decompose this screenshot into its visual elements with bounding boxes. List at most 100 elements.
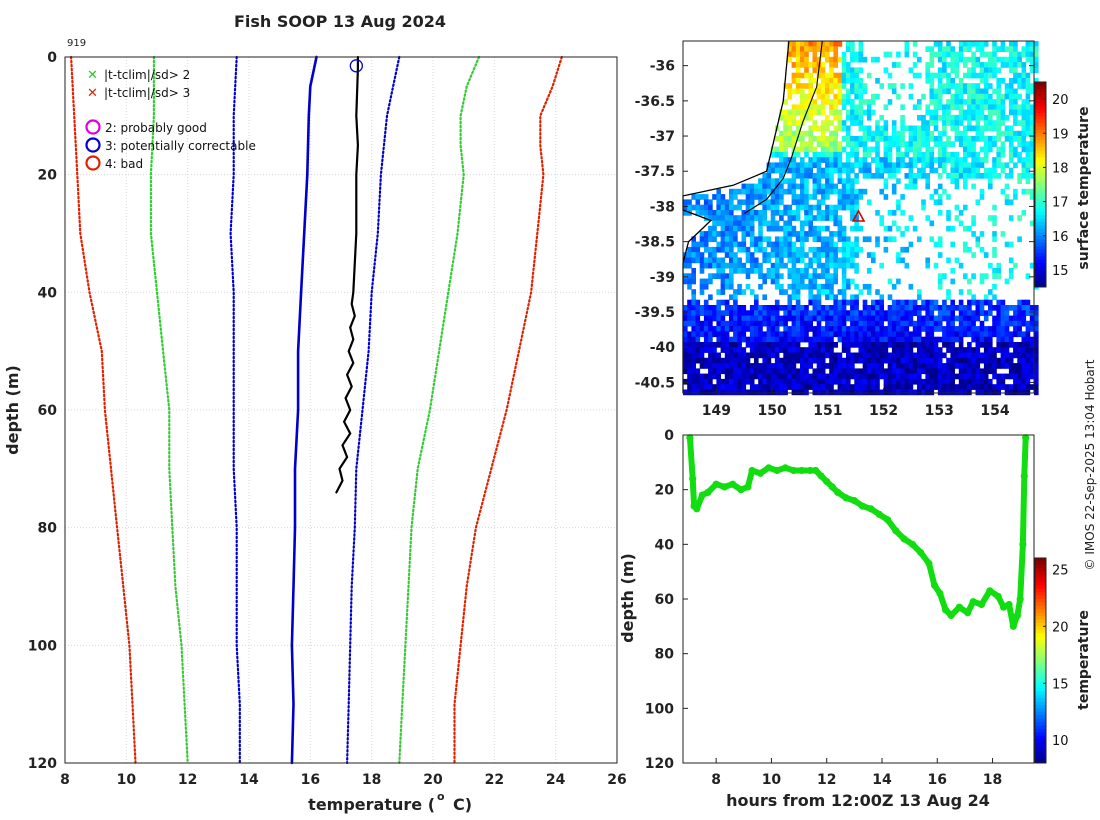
sst-cell [1029,384,1035,390]
sst-cell [858,352,864,359]
map-ytick-label: -39 [650,270,675,286]
sst-cell [1013,56,1018,63]
sst-cell [699,305,705,311]
sst-cell [841,273,847,279]
map-colorbar-tick-label: 16 [1052,230,1069,245]
sst-cell [1017,363,1022,369]
sst-cell [854,331,859,338]
sst-cell [749,389,755,396]
sst-cell [1000,41,1006,47]
sst-cell [758,262,763,269]
sst-cell [716,220,721,227]
sst-cell [1025,368,1031,375]
sst-cell [1017,368,1022,375]
sst-cell [687,310,692,316]
depth-trace-point [883,516,892,524]
sst-cell [791,378,797,385]
sst-cell [1029,51,1035,58]
sst-cell [691,278,696,285]
sst-cell [720,315,726,322]
sst-cell [804,389,809,396]
sst-cell [929,46,935,52]
sst-cell [900,130,905,137]
depth-trace-point [798,466,806,475]
sst-cell [703,326,709,332]
sst-cell [699,331,705,338]
sst-cell [992,173,997,179]
sst-cell [979,88,985,95]
sst-cell [787,220,793,227]
sst-cell [946,51,951,58]
sst-cell [950,99,955,105]
sst-cell [912,151,918,158]
sst-cell [992,231,997,237]
sst-cell [875,236,880,243]
sst-cell [862,389,868,396]
sst-cell [963,125,968,132]
sst-cell [783,331,788,338]
sst-cell [937,252,943,258]
sst-cell [891,188,897,195]
sst-cell [967,141,972,147]
sst-cell [708,384,713,390]
sst-cell [833,46,838,52]
sst-cell [983,357,989,364]
sst-cell [958,352,964,359]
sst-cell [791,273,797,279]
sst-cell [1025,157,1031,163]
sst-cell [921,199,926,206]
sst-cell [724,342,730,348]
sst-cell [795,299,801,306]
sst-cell [804,46,809,52]
sst-cell [703,283,709,290]
sst-cell [854,283,859,290]
sst-cell [779,347,784,353]
sst-cell [858,104,864,111]
sst-cell [737,246,742,253]
sst-cell [812,56,818,63]
sst-cell [954,93,960,100]
sst-cell [891,83,897,89]
depth-trace-point [790,466,798,475]
sst-cell [958,315,964,322]
trace-colorbar-segment [1035,653,1046,658]
sst-cell [896,378,901,385]
sst-cell [787,167,793,174]
sst-cell [783,167,788,174]
sst-cell [841,194,847,200]
sst-cell [975,72,981,79]
sst-cell [800,384,805,390]
sst-cell [858,373,864,380]
sst-cell [825,326,830,332]
sst-cell [942,67,947,74]
sst-cell [703,342,709,348]
sst-cell [866,357,872,364]
sst-cell [841,199,847,206]
sst-cell [1029,347,1035,353]
sst-cell [975,109,981,116]
sst-cell [854,88,859,95]
sst-cell [975,157,981,163]
sst-cell [783,241,788,248]
sst-cell [791,320,797,327]
map-xtick-label: 154 [980,403,1009,419]
sst-cell [800,373,805,380]
sst-cell [933,241,939,248]
sst-cell [745,252,751,258]
sst-cell [992,220,997,227]
sst-cell [1017,130,1022,137]
sst-cell [988,104,993,111]
sst-cell [783,262,788,269]
sst-cell [820,78,826,84]
sst-cell [854,384,859,390]
sst-cell [812,326,818,332]
sst-cell [950,67,955,74]
sst-cell [904,331,910,338]
sst-cell [917,305,922,311]
sst-cell [883,378,889,385]
sst-cell [854,178,859,184]
sst-cell [937,236,943,243]
sst-cell [1004,357,1010,364]
sst-cell [988,51,993,58]
sst-cell [850,278,855,285]
